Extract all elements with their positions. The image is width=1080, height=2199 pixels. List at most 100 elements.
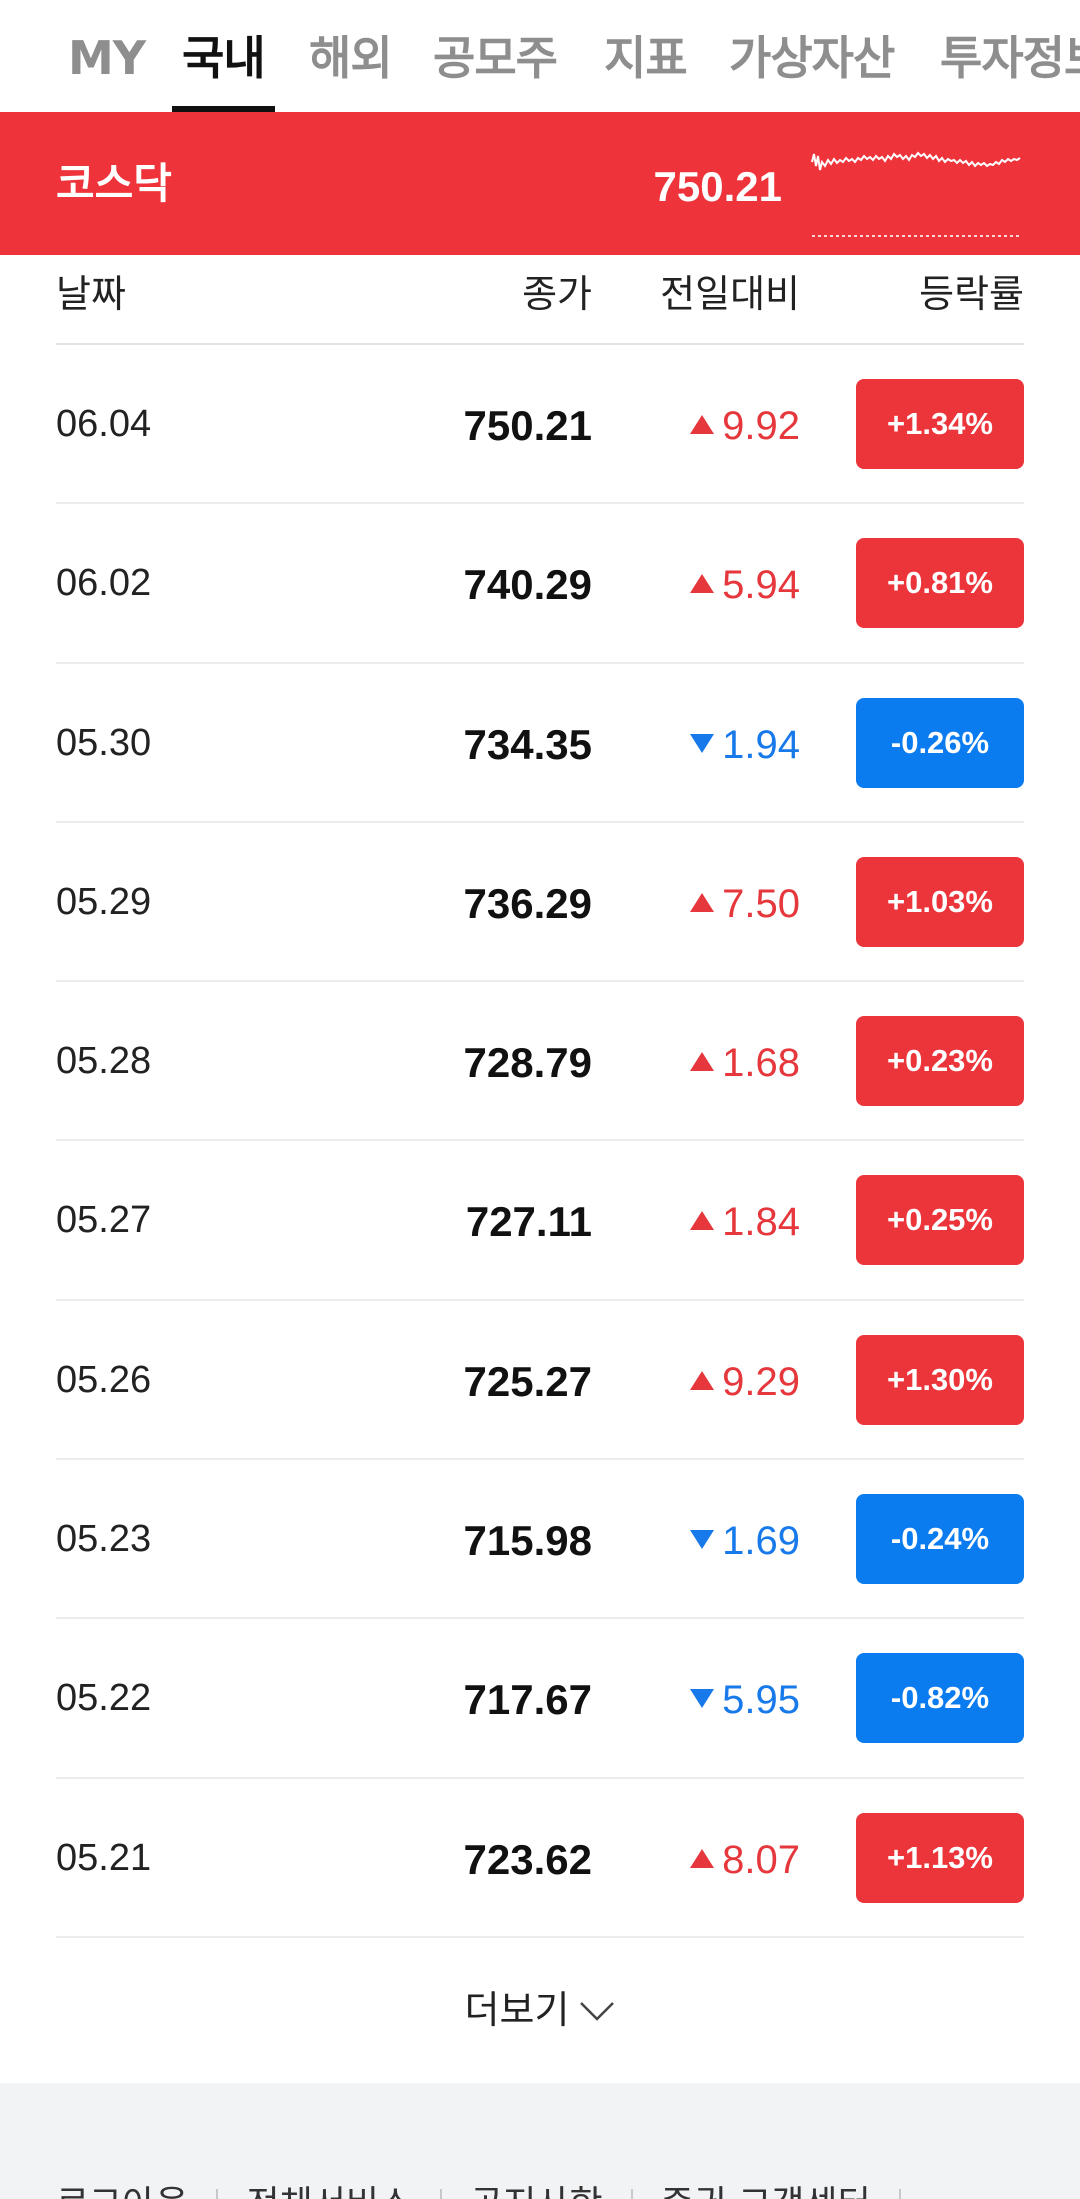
rate-badge: +1.34% — [856, 379, 1024, 469]
header-rate: 등락률 — [919, 272, 1024, 316]
table-row[interactable]: 05.27 727.11 1.84 +0.25% — [56, 1141, 1024, 1303]
market-tabs: MY 국내 해외 공모주 지표 가상자산 투자정보 — [0, 0, 1080, 112]
row-date: 05.29 — [56, 880, 152, 923]
row-close: 727.11 — [465, 1198, 592, 1246]
price-table: 06.04 750.21 9.92 +1.34% 06.02 740.29 5.94 +0.8… — [56, 345, 1024, 1938]
row-change-value: 1.69 — [722, 1519, 800, 1564]
row-close: 740.29 — [463, 561, 592, 609]
row-close: 736.29 — [463, 879, 592, 927]
row-date: 05.26 — [56, 1358, 152, 1401]
footer-link[interactable]: 전체서비스 — [246, 2184, 412, 2199]
tab-crypto[interactable]: 가상자산 — [729, 31, 895, 85]
row-change: 9.92 — [690, 345, 800, 507]
rate-badge: +0.23% — [856, 1016, 1024, 1107]
triangle-down-icon — [690, 1689, 715, 1709]
row-close: 734.35 — [463, 720, 592, 768]
rate-badge: +1.30% — [856, 1334, 1024, 1425]
tab-invest-info[interactable]: 투자정보 — [940, 31, 1080, 85]
more-button[interactable]: 더보기 — [0, 1940, 1080, 2080]
tab-my[interactable]: MY — [68, 31, 146, 85]
row-date: 05.21 — [56, 1836, 152, 1879]
row-close: 725.27 — [463, 1357, 592, 1405]
row-close: 723.62 — [463, 1835, 592, 1883]
row-close: 750.21 — [463, 402, 592, 449]
index-name: 코스닥 — [56, 159, 172, 208]
footer-links: 로그아웃 전체서비스 공지사항 증권 고객센터 — [56, 2175, 929, 2199]
triangle-up-icon — [690, 1848, 715, 1868]
row-change: 1.68 — [690, 982, 800, 1144]
row-change-value: 1.68 — [722, 1041, 800, 1086]
index-value: 750.21 — [653, 163, 782, 210]
chevron-down-icon — [580, 2001, 615, 2021]
row-date: 05.27 — [56, 1199, 152, 1242]
footer-divider — [216, 2189, 219, 2199]
table-row[interactable]: 05.28 728.79 1.68 +0.23% — [56, 982, 1024, 1144]
tab-overseas[interactable]: 해외 — [309, 31, 393, 85]
row-change-value: 9.29 — [722, 1359, 800, 1404]
footer-divider — [898, 2189, 901, 2199]
triangle-up-icon — [690, 574, 715, 594]
row-change-value: 5.95 — [722, 1678, 800, 1723]
tab-ipo[interactable]: 공모주 — [433, 31, 558, 85]
row-change: 1.94 — [690, 664, 800, 826]
row-date: 06.04 — [56, 403, 152, 445]
footer-link[interactable]: 증권 고객센터 — [661, 2184, 871, 2199]
tab-indicators[interactable]: 지표 — [604, 31, 688, 85]
header-close: 종가 — [522, 272, 592, 316]
sparkline-icon — [811, 151, 1022, 237]
footer-link[interactable]: 공지사항 — [470, 2184, 602, 2199]
row-date: 05.22 — [56, 1677, 152, 1720]
footer: 로그아웃 전체서비스 공지사항 증권 고객센터 — [0, 2083, 1080, 2199]
more-label: 더보기 — [464, 1988, 570, 2032]
footer-link[interactable]: 로그아웃 — [56, 2184, 188, 2199]
table-row[interactable]: 05.30 734.35 1.94 -0.26% — [56, 664, 1024, 823]
row-change-value: 1.94 — [722, 722, 800, 767]
row-change-value: 5.94 — [722, 563, 800, 608]
row-date: 06.02 — [56, 562, 152, 605]
rate-badge: +0.81% — [856, 538, 1024, 629]
triangle-up-icon — [690, 1370, 715, 1390]
table-header: 날짜 종가 전일대비 등락률 — [56, 255, 1024, 345]
row-close: 717.67 — [463, 1676, 592, 1724]
row-change-value: 7.50 — [722, 881, 800, 926]
rate-badge: -0.26% — [856, 697, 1024, 788]
table-row[interactable]: 05.23 715.98 1.69 -0.24% — [56, 1460, 1024, 1622]
rate-badge: +1.03% — [856, 856, 1024, 947]
triangle-up-icon — [690, 414, 715, 434]
tab-domestic[interactable]: 국내 — [172, 0, 275, 112]
rate-badge: +1.13% — [856, 1812, 1024, 1903]
row-change-value: 8.07 — [722, 1837, 800, 1882]
triangle-down-icon — [690, 733, 715, 753]
row-date: 05.28 — [56, 1040, 152, 1083]
table-row[interactable]: 06.04 750.21 9.92 +1.34% — [56, 345, 1024, 507]
table-row[interactable]: 05.26 725.27 9.29 +1.30% — [56, 1301, 1024, 1463]
rate-badge: +0.25% — [856, 1175, 1024, 1266]
header-change: 전일대비 — [660, 272, 800, 316]
row-change-value: 1.84 — [722, 1200, 800, 1245]
table-row[interactable]: 05.29 736.29 7.50 +1.03% — [56, 823, 1024, 985]
table-row[interactable]: 05.22 717.67 5.95 -0.82% — [56, 1619, 1024, 1781]
triangle-up-icon — [690, 1211, 715, 1231]
row-date: 05.23 — [56, 1518, 152, 1561]
table-row[interactable]: 05.21 723.62 8.07 +1.13% — [56, 1779, 1024, 1938]
row-close: 715.98 — [463, 1517, 592, 1565]
row-change-value: 9.92 — [722, 404, 800, 448]
row-change: 1.69 — [690, 1460, 800, 1622]
header-date: 날짜 — [56, 272, 126, 316]
triangle-up-icon — [690, 892, 715, 912]
table-row[interactable]: 06.02 740.29 5.94 +0.81% — [56, 504, 1024, 666]
footer-divider — [440, 2189, 443, 2199]
row-close: 728.79 — [463, 1039, 592, 1087]
rate-badge: -0.24% — [856, 1494, 1024, 1585]
row-change: 1.84 — [690, 1141, 800, 1303]
row-change: 7.50 — [690, 823, 800, 985]
rate-badge: -0.82% — [856, 1653, 1024, 1744]
row-change: 5.95 — [690, 1619, 800, 1781]
triangle-down-icon — [690, 1530, 715, 1550]
index-banner[interactable]: 코스닥 750.21 — [0, 112, 1080, 255]
row-change: 5.94 — [690, 504, 800, 666]
triangle-up-icon — [690, 1052, 715, 1072]
row-change: 9.29 — [690, 1301, 800, 1463]
footer-divider — [630, 2189, 633, 2199]
row-date: 05.30 — [56, 721, 152, 764]
